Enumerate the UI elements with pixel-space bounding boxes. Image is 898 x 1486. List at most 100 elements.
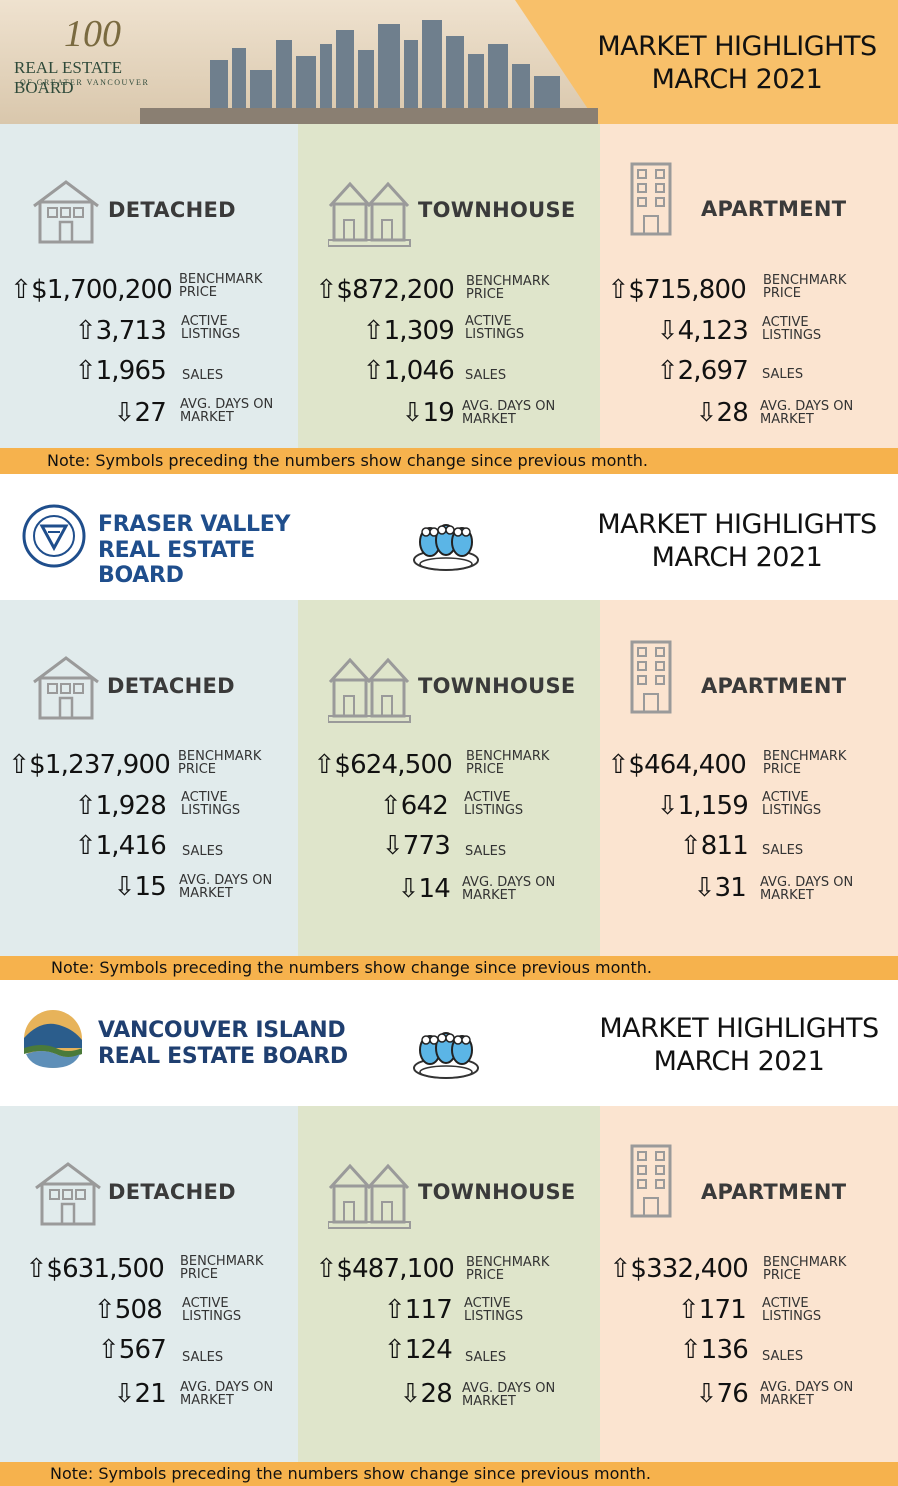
active-row: ⇧171: [600, 1293, 747, 1329]
active-row: ⇩4,123: [600, 314, 749, 350]
days-value: 19: [422, 398, 455, 428]
logo-line1: VANCOUVER ISLAND: [98, 1018, 346, 1043]
days-value: 28: [716, 398, 749, 428]
sales-label: SALES: [182, 368, 224, 383]
title-line1: MARKET HIGHLIGHTS: [597, 31, 877, 62]
title-line1: MARKET HIGHLIGHTS: [599, 1013, 879, 1044]
benchmark-row: ⇧$631,500: [0, 1252, 164, 1288]
sales-row: ⇧136: [600, 1333, 749, 1369]
sales-value: 1,046: [383, 356, 455, 386]
logo-line2: REAL ESTATE BOARD: [98, 1044, 348, 1069]
panel-title: DETACHED: [107, 674, 235, 698]
benchmark-row: ⇧$624,500: [298, 748, 452, 784]
sales-row: ⇧1,046: [298, 354, 455, 390]
active-row: ⇧508: [0, 1293, 163, 1329]
sales-label: SALES: [762, 367, 804, 382]
change-arrow-icon: ⇧: [25, 1254, 47, 1284]
active-row: ⇧1,928: [0, 789, 167, 825]
real-estate-board-greater-vancouver-logo: 100 REAL ESTATE BOARD OF GREATER VANCOUV…: [14, 12, 184, 102]
sales-row: ⇧1,965: [0, 354, 167, 390]
fraser-valley-seal-icon: [22, 504, 86, 568]
panel-title: TOWNHOUSE: [418, 1180, 576, 1204]
active-label: ACTIVE LISTINGS: [182, 1296, 242, 1324]
days-row: ⇩27: [0, 396, 167, 432]
sales-row: ⇧124: [298, 1333, 453, 1369]
sales-value: 2,697: [677, 356, 749, 386]
benchmark-label: BENCHMARK PRICE: [466, 749, 550, 777]
change-arrow-icon: ⇧: [74, 316, 97, 346]
panel-apartment: APARTMENT ⇧$332,400 BENCHMARK PRICE ⇧171…: [600, 1106, 898, 1462]
benchmark-value: $624,500: [334, 750, 452, 780]
panel-detached: DETACHED ⇧$631,500 BENCHMARK PRICE ⇧508 …: [0, 1106, 298, 1462]
sales-value: 1,965: [95, 356, 167, 386]
change-arrow-icon: ⇧: [74, 356, 97, 386]
active-value: 117: [404, 1295, 453, 1325]
section-fraser-valley: FRASER VALLEY REAL ESTATE BOARD MARKET H…: [0, 474, 898, 980]
days-row: ⇩28: [298, 1377, 453, 1413]
days-row: ⇩14: [298, 872, 451, 908]
benchmark-value: $1,237,900: [29, 750, 171, 780]
sales-label: SALES: [762, 1349, 804, 1364]
active-label: ACTIVE LISTINGS: [465, 314, 525, 342]
panels-greater-vancouver: DETACHED ⇧$1,700,200 BENCHMARK PRICE ⇧3,…: [0, 124, 898, 448]
vancouver-island-logo: VANCOUVER ISLAND REAL ESTATE BOARD: [22, 1008, 352, 1072]
benchmark-value: $872,200: [336, 275, 454, 305]
sales-value: 773: [402, 831, 451, 861]
title-line2: MARCH 2021: [651, 542, 823, 573]
benchmark-label: BENCHMARK PRICE: [763, 749, 847, 777]
days-row: ⇩76: [600, 1377, 749, 1413]
days-label: AVG. DAYS ON MARKET: [462, 399, 556, 427]
note-text: Note: Symbols preceding the numbers show…: [50, 1464, 651, 1483]
change-note: Note: Symbols preceding the numbers show…: [0, 448, 898, 474]
benchmark-row: ⇧$332,400: [600, 1252, 748, 1288]
change-arrow-icon: ⇧: [74, 791, 97, 821]
benchmark-row: ⇧$715,800: [600, 273, 746, 309]
change-arrow-icon: ⇧: [383, 1335, 406, 1365]
change-arrow-icon: ⇩: [381, 831, 404, 861]
section-vancouver-island: VANCOUVER ISLAND REAL ESTATE BOARD MARKE…: [0, 980, 898, 1486]
change-arrow-icon: ⇧: [679, 831, 702, 861]
change-arrow-icon: ⇧: [383, 1295, 406, 1325]
logo-line2: OF GREATER VANCOUVER: [20, 78, 150, 87]
active-label: ACTIVE LISTINGS: [762, 790, 822, 818]
townhouse-icon: [328, 658, 412, 724]
benchmark-label: BENCHMARK PRICE: [763, 1255, 847, 1283]
days-label: AVG. DAYS ON MARKET: [760, 875, 854, 903]
apartment-icon: [630, 1144, 672, 1218]
active-value: 642: [400, 791, 449, 821]
change-arrow-icon: ⇧: [10, 275, 32, 305]
change-arrow-icon: ⇩: [695, 1379, 718, 1409]
change-arrow-icon: ⇩: [113, 872, 136, 902]
change-arrow-icon: ⇩: [399, 1379, 422, 1409]
active-row: ⇧1,309: [298, 314, 455, 350]
townhouse-icon: [328, 182, 412, 248]
change-arrow-icon: ⇧: [93, 1295, 116, 1325]
days-label: AVG. DAYS ON MARKET: [180, 1380, 274, 1408]
sales-value: 136: [700, 1335, 749, 1365]
change-arrow-icon: ⇧: [677, 1295, 700, 1325]
house-icon: [34, 1162, 102, 1226]
active-label: ACTIVE LISTINGS: [762, 1296, 822, 1324]
active-label: ACTIVE LISTINGS: [762, 315, 822, 343]
benchmark-row: ⇧$1,237,900: [0, 748, 171, 784]
panel-title: APARTMENT: [701, 674, 847, 698]
days-value: 14: [418, 874, 451, 904]
sales-value: 567: [118, 1335, 167, 1365]
days-label: AVG. DAYS ON MARKET: [462, 875, 556, 903]
benchmark-row: ⇧$464,400: [600, 748, 746, 784]
benchmark-label: BENCHMARK PRICE: [179, 272, 263, 300]
change-arrow-icon: ⇩: [656, 791, 679, 821]
house-icon: [32, 656, 100, 720]
active-row: ⇧117: [298, 1293, 453, 1329]
header-greater-vancouver: 100 REAL ESTATE BOARD OF GREATER VANCOUV…: [0, 0, 898, 124]
change-arrow-icon: ⇩: [397, 874, 420, 904]
sales-label: SALES: [182, 1350, 224, 1365]
change-arrow-icon: ⇩: [401, 398, 424, 428]
benchmark-value: $631,500: [46, 1254, 164, 1284]
panel-title: TOWNHOUSE: [418, 198, 576, 222]
sales-value: 811: [700, 831, 749, 861]
townhouse-icon: [328, 1164, 412, 1230]
sales-label: SALES: [465, 1350, 507, 1365]
days-row: ⇩21: [0, 1377, 167, 1413]
note-text: Note: Symbols preceding the numbers show…: [47, 451, 648, 470]
